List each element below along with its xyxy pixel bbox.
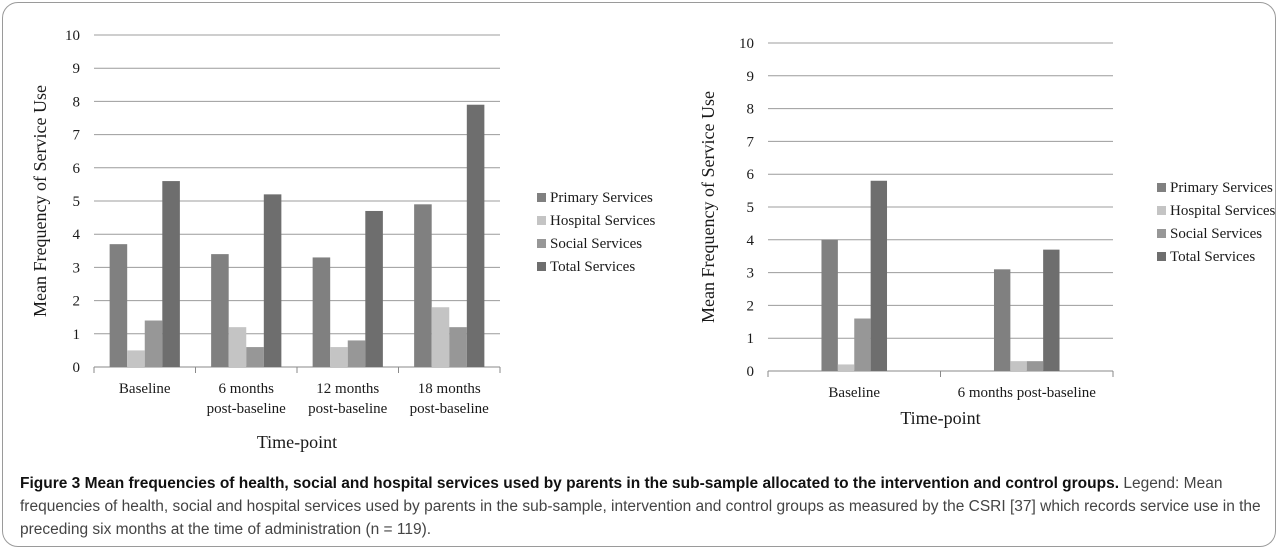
bar-primary-services bbox=[211, 254, 229, 367]
y-tick-label: 9 bbox=[747, 69, 755, 85]
y-tick-label: 0 bbox=[747, 364, 755, 380]
x-tick-label: 12 months bbox=[316, 381, 379, 397]
y-tick-label: 5 bbox=[73, 194, 81, 210]
y-tick-label: 2 bbox=[747, 298, 755, 314]
x-tick-label: 6 months bbox=[219, 381, 275, 397]
bar-total-services bbox=[365, 210, 383, 367]
x-tick-label: Baseline bbox=[119, 381, 171, 397]
x-axis-title: Time-point bbox=[900, 408, 980, 428]
y-tick-label: 1 bbox=[747, 331, 755, 347]
legend-swatch bbox=[537, 239, 546, 248]
y-axis-title: Mean Frequency of Service Use bbox=[30, 85, 50, 317]
y-tick-label: 4 bbox=[747, 233, 755, 249]
bar-primary-services bbox=[414, 204, 432, 367]
y-tick-label: 10 bbox=[65, 28, 80, 44]
legend-swatch bbox=[1157, 183, 1166, 192]
bar-primary-services bbox=[993, 269, 1011, 371]
figure-caption: Figure 3 Mean frequencies of health, soc… bbox=[20, 472, 1270, 541]
caption-legend: Legend: Mean frequencies of health, soci… bbox=[20, 475, 1261, 538]
bar-total-services bbox=[263, 194, 282, 367]
y-tick-label: 8 bbox=[747, 102, 755, 118]
legend-label: Primary Services bbox=[550, 190, 653, 206]
legend-label: Social Services bbox=[550, 236, 642, 252]
legend-label: Hospital Services bbox=[1170, 203, 1276, 219]
y-tick-label: 9 bbox=[73, 61, 81, 77]
x-tick-label: post-baseline bbox=[410, 401, 489, 417]
legend-swatch bbox=[1157, 252, 1166, 261]
y-tick-label: 1 bbox=[73, 327, 81, 343]
y-tick-label: 0 bbox=[73, 360, 81, 376]
bar-total-services bbox=[162, 181, 180, 367]
bar-hospital-services bbox=[837, 364, 855, 371]
bar-social-services bbox=[246, 347, 264, 367]
y-tick-label: 3 bbox=[747, 266, 755, 282]
legend-label: Social Services bbox=[1170, 226, 1262, 242]
caption-title: Figure 3 Mean frequencies of health, soc… bbox=[20, 475, 1120, 492]
bar-primary-services bbox=[821, 239, 838, 371]
x-tick-label: 6 months post-baseline bbox=[958, 385, 1097, 401]
bar-social-services bbox=[449, 327, 467, 367]
legend-swatch bbox=[537, 193, 546, 202]
bar-social-services bbox=[144, 320, 163, 367]
bar-hospital-services bbox=[228, 327, 247, 367]
x-tick-label: 18 months bbox=[418, 381, 481, 397]
y-tick-label: 4 bbox=[73, 227, 81, 243]
bar-social-services bbox=[347, 340, 366, 367]
y-tick-label: 6 bbox=[747, 167, 755, 183]
x-axis-title: Time-point bbox=[257, 432, 337, 452]
legend-swatch bbox=[537, 216, 546, 225]
bar-primary-services bbox=[312, 257, 331, 367]
y-tick-label: 6 bbox=[73, 161, 81, 177]
x-tick-label: post-baseline bbox=[308, 401, 387, 417]
bar-hospital-services bbox=[1010, 361, 1027, 371]
legend-swatch bbox=[1157, 206, 1166, 215]
bar-total-services bbox=[466, 104, 485, 367]
chart-left: 0 1 2 3 4 5 6 7 8 9 10 Baseline 6 months post-baselin… bbox=[30, 28, 656, 452]
legend-swatch bbox=[537, 262, 546, 271]
bar-total-services bbox=[1043, 249, 1060, 371]
bar-hospital-services bbox=[127, 350, 145, 367]
chart-right: 0 1 2 3 4 5 6 7 8 9 10 Baseline 6 months post-baseli… bbox=[698, 36, 1276, 428]
y-tick-label: 10 bbox=[739, 36, 754, 52]
y-tick-label: 8 bbox=[73, 94, 81, 110]
bar-hospital-services bbox=[431, 307, 450, 367]
legend-label: Total Services bbox=[1170, 249, 1255, 265]
bar-total-services bbox=[870, 180, 888, 371]
bar-social-services bbox=[1026, 361, 1044, 371]
y-tick-label: 5 bbox=[747, 200, 755, 216]
legend-label: Total Services bbox=[550, 259, 635, 275]
y-tick-label: 2 bbox=[73, 294, 81, 310]
legend-label: Hospital Services bbox=[550, 213, 656, 229]
y-axis-title: Mean Frequency of Service Use bbox=[698, 91, 718, 323]
x-tick-label: post-baseline bbox=[207, 401, 286, 417]
bar-social-services bbox=[854, 318, 871, 371]
x-tick-label: Baseline bbox=[828, 385, 880, 401]
legend-label: Primary Services bbox=[1170, 180, 1273, 196]
y-tick-label: 7 bbox=[747, 134, 755, 150]
y-tick-label: 3 bbox=[73, 260, 81, 276]
legend-swatch bbox=[1157, 229, 1166, 238]
bar-hospital-services bbox=[330, 347, 348, 367]
bar-primary-services bbox=[109, 244, 128, 367]
y-tick-label: 7 bbox=[73, 128, 81, 144]
